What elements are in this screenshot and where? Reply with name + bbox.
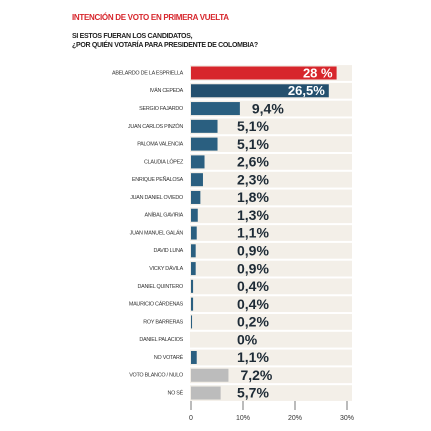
subtitle-line: SI ESTOS FUERAN LOS CANDIDATOS, xyxy=(72,33,193,40)
category-label: CLAUDIA LÓPEZ xyxy=(144,158,184,165)
x-tick-label: 0 xyxy=(189,415,193,422)
category-label: JUAN CARLOS PINZÓN xyxy=(128,123,183,130)
row-background xyxy=(190,207,352,224)
row-background xyxy=(190,154,352,170)
category-label: PALOMA VALENCIA xyxy=(137,142,183,148)
row-background xyxy=(190,296,352,313)
category-label: ANÍBAL GAVIRIA xyxy=(145,212,184,219)
category-label: IVÁN CEPEDA xyxy=(150,87,184,94)
value-label: 28 % xyxy=(303,65,333,80)
category-label: JUAN MANUEL GALÁN xyxy=(130,229,184,236)
category-label: SERGIO FAJARDO xyxy=(139,106,183,112)
category-label: DANIEL QUINTERO xyxy=(138,284,184,290)
row-background xyxy=(190,189,352,206)
value-label: 0,4% xyxy=(237,296,269,312)
bar xyxy=(191,262,196,276)
row-background xyxy=(190,136,352,153)
x-tick-label: 30% xyxy=(340,415,354,422)
row-background xyxy=(190,260,352,277)
x-tick-label: 10% xyxy=(236,415,250,422)
value-label: 2,6% xyxy=(237,154,269,170)
subtitle-line: ¿POR QUIÉN VOTARÍA PARA PRESIDENTE DE CO… xyxy=(72,40,258,49)
value-label: 1,8% xyxy=(237,189,269,205)
value-label: 0,2% xyxy=(237,314,269,330)
row-background xyxy=(190,171,352,188)
value-label: 0,4% xyxy=(237,278,269,294)
value-label: 1,1% xyxy=(237,225,269,241)
value-label: 7,2% xyxy=(240,367,272,383)
category-label: VOTO BLANCO / NULO xyxy=(129,373,183,379)
bar xyxy=(191,137,218,151)
value-label: 1,3% xyxy=(237,207,269,223)
row-background xyxy=(190,331,352,348)
chart-title: INTENCIÓN DE VOTO EN PRIMERA VUELTA xyxy=(72,13,229,22)
row-background xyxy=(190,242,352,259)
row-background xyxy=(190,278,352,295)
bar xyxy=(191,368,229,382)
row-background xyxy=(190,314,352,330)
row-background xyxy=(190,349,352,366)
value-label: 26,5% xyxy=(288,83,325,98)
category-label: DANIEL PALACIOS xyxy=(139,337,183,343)
bar xyxy=(191,155,205,169)
category-label: NO VOTARÉ xyxy=(154,354,184,361)
value-label: 9,4% xyxy=(252,100,284,116)
category-label: ENRIQUE PEÑALOSA xyxy=(132,176,184,183)
bar xyxy=(191,279,194,293)
plot: ABELARDO DE LA ESPRIELLA 28 % IVÁN CEPEDA 2… xyxy=(112,65,354,422)
category-label: ABELARDO DE LA ESPRIELLA xyxy=(112,70,184,76)
x-tick-label: 20% xyxy=(288,415,302,422)
category-label: VICKY DÁVILA xyxy=(149,265,183,272)
row-background xyxy=(190,118,352,135)
value-label: 2,3% xyxy=(237,171,269,187)
value-label: 5,7% xyxy=(237,385,269,401)
category-label: ROY BARRERAS xyxy=(143,319,183,325)
value-label: 0% xyxy=(237,331,258,347)
category-label: DAVID LUNA xyxy=(154,248,184,254)
bar xyxy=(191,66,337,80)
bar xyxy=(191,190,201,204)
bar xyxy=(191,208,198,222)
bar xyxy=(191,350,197,364)
row-background xyxy=(190,367,352,384)
value-label: 1,1% xyxy=(237,349,269,365)
category-label: MAURICIO CÁRDENAS xyxy=(129,301,184,308)
category-label: JUAN DANIEL OVIEDO xyxy=(130,195,183,201)
row-background xyxy=(190,225,352,241)
bar xyxy=(191,244,196,258)
value-label: 5,1% xyxy=(237,118,269,134)
bar xyxy=(191,315,193,329)
value-label: 0,9% xyxy=(237,260,269,276)
bar xyxy=(191,226,197,240)
bar xyxy=(191,102,240,116)
bar xyxy=(191,119,218,133)
bar xyxy=(191,386,221,400)
row-background xyxy=(190,385,352,401)
value-label: 5,1% xyxy=(237,136,269,152)
bar xyxy=(191,84,329,98)
value-label: 0,9% xyxy=(237,243,269,259)
bar xyxy=(191,173,203,187)
category-label: NO SÉ xyxy=(167,389,183,396)
bar xyxy=(191,297,194,311)
